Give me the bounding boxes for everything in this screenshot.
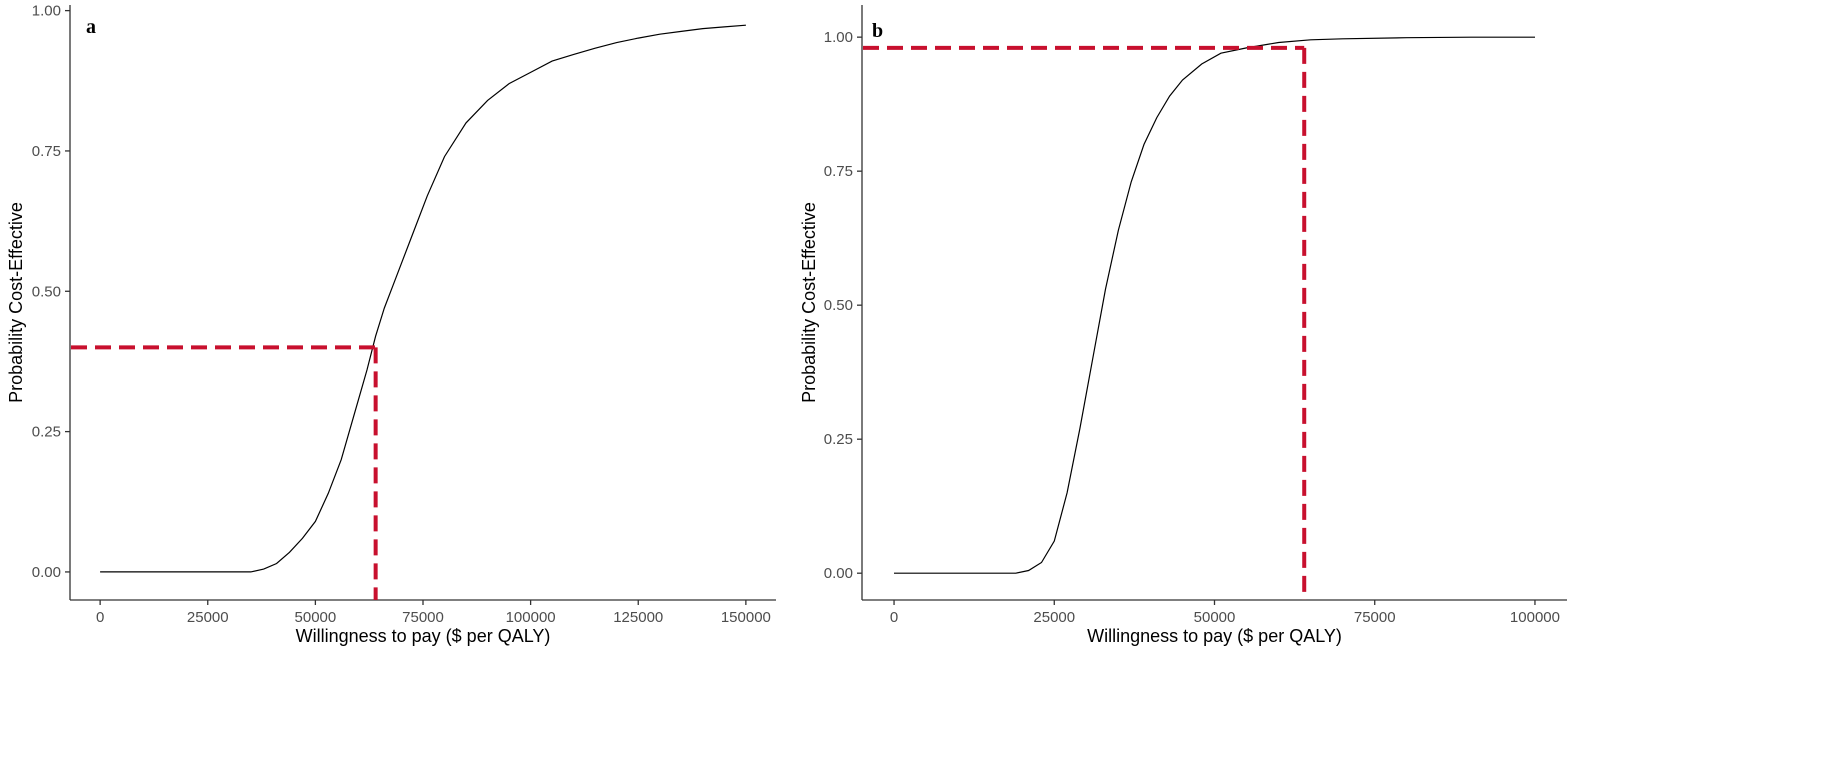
x-tick-label: 75000	[402, 609, 444, 626]
y-tick-label: 0.75	[32, 143, 61, 160]
x-tick-label: 25000	[1033, 609, 1075, 626]
y-tick-label: 0.75	[824, 163, 853, 180]
panel-a: 0.00 0.25 0.50 0.75 1.00 0 25000 50000 75000 1000…	[6, 3, 776, 646]
y-tick-label: 0.50	[824, 297, 853, 314]
ceac-curve	[894, 36, 1535, 574]
panel-label: a	[86, 16, 96, 38]
x-tick-label: 50000	[1194, 609, 1236, 626]
x-tick-label: 100000	[1510, 609, 1560, 626]
y-tick-label: 0.25	[824, 431, 853, 448]
y-tick-label: 1.00	[824, 29, 853, 46]
y-tick-label: 0.00	[824, 565, 853, 582]
x-tick-label: 125000	[613, 609, 663, 626]
x-tick-label: 25000	[187, 609, 229, 626]
x-tick-label: 100000	[506, 609, 556, 626]
ceac-curve	[100, 24, 746, 573]
y-axis-title: Probability Cost-Effective	[799, 202, 819, 403]
x-axis-title: Willingness to pay ($ per QALY)	[296, 626, 551, 646]
y-tick-label: 0.00	[32, 564, 61, 581]
y-axis-title: Probability Cost-Effective	[6, 202, 26, 403]
x-tick-label: 150000	[721, 609, 771, 626]
x-tick-label: 0	[890, 609, 898, 626]
y-tick-label: 0.25	[32, 424, 61, 441]
x-axis-title: Willingness to pay ($ per QALY)	[1087, 626, 1342, 646]
y-tick-label: 0.50	[32, 283, 61, 300]
x-tick-label: 0	[96, 609, 104, 626]
y-tick-label: 1.00	[32, 3, 61, 20]
panel-b: 0.00 0.25 0.50 0.75 1.00 0 25000 50000 75000 1000…	[799, 5, 1567, 646]
panel-label: b	[872, 20, 883, 42]
x-tick-label: 50000	[295, 609, 337, 626]
x-tick-label: 75000	[1354, 609, 1396, 626]
